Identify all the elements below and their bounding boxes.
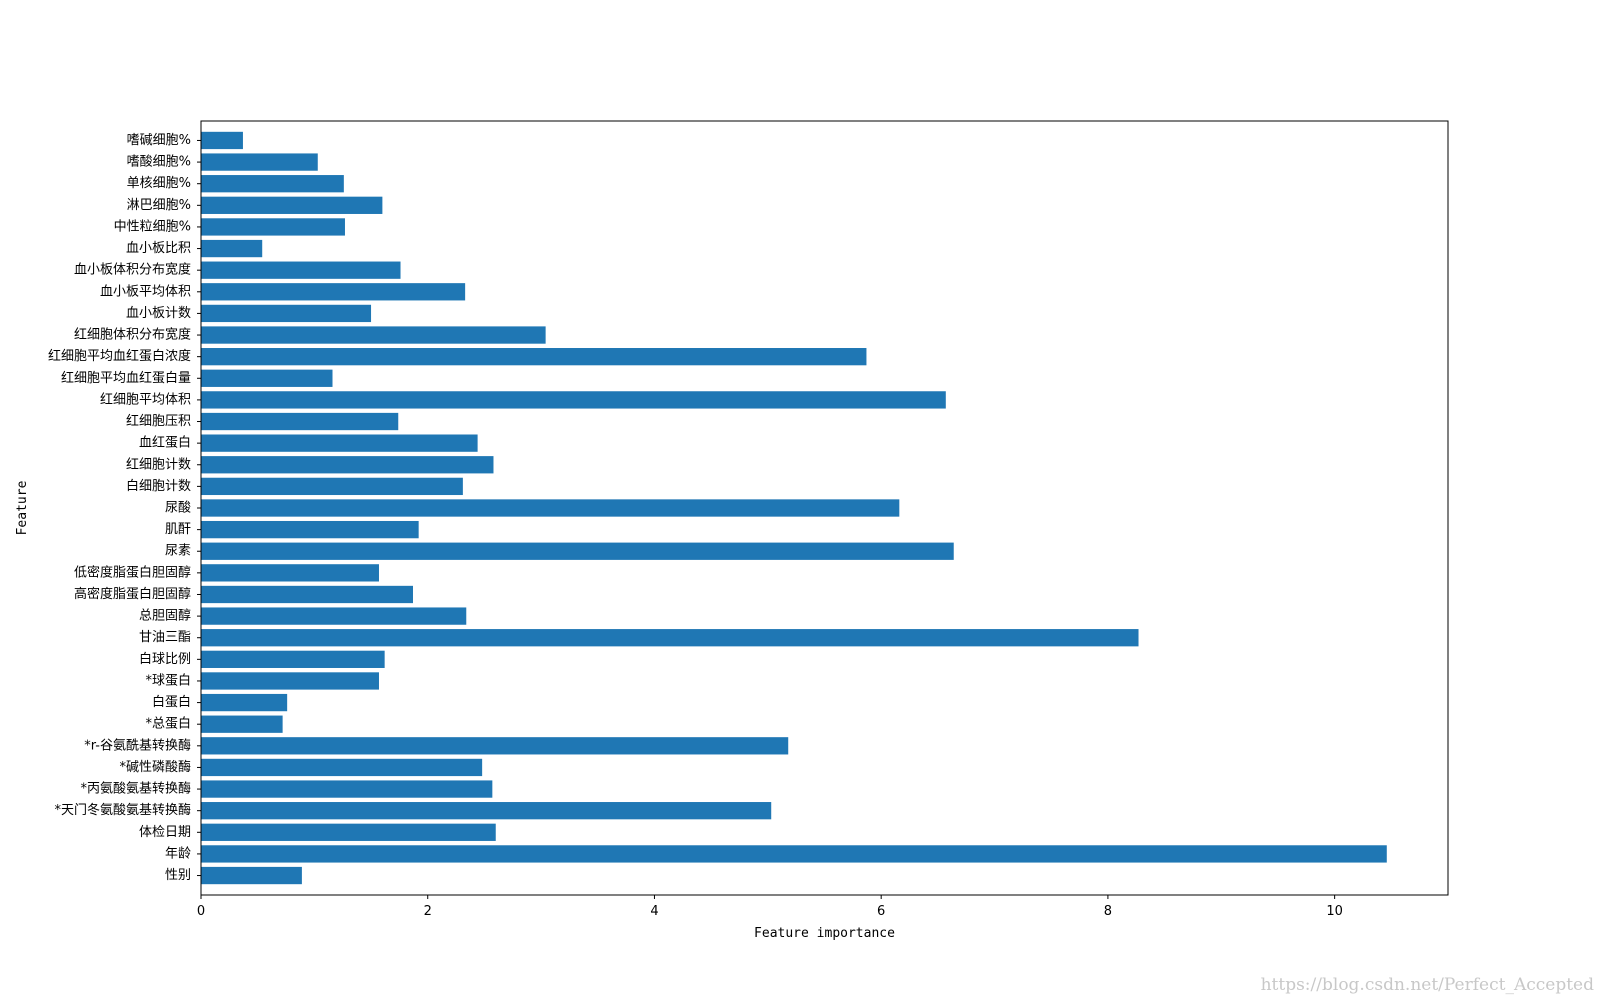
bar-4 xyxy=(201,780,493,798)
category-label-31: 淋巴细胞% xyxy=(127,198,191,213)
bar-23 xyxy=(201,369,333,387)
watermark-text: https://blog.csdn.net/Perfect_Accepted xyxy=(1261,975,1595,995)
bar-21 xyxy=(201,412,399,431)
bar-26 xyxy=(201,304,372,323)
category-label-4: *丙氨酸氨基转换酶 xyxy=(80,781,191,797)
x-tick-group: 0 2 4 6 8 10 xyxy=(197,895,1343,919)
x-tick-label-5: 10 xyxy=(1326,904,1343,919)
bar-2 xyxy=(201,823,496,841)
x-tick-label-4: 8 xyxy=(1104,904,1112,919)
bar-24 xyxy=(201,348,867,366)
bar-27 xyxy=(201,283,466,301)
category-label-12: 总胆固醇 xyxy=(139,608,191,624)
category-label-34: 嗜碱细胞% xyxy=(127,133,191,148)
category-label-2: 体检日期 xyxy=(139,825,191,840)
category-label-32: 单核细胞% xyxy=(127,176,191,191)
category-label-1: 年龄 xyxy=(165,846,191,861)
bar-28 xyxy=(201,261,401,279)
category-label-17: 尿酸 xyxy=(165,501,191,516)
bar-1 xyxy=(201,845,1387,863)
category-label-24: 红细胞平均血红蛋白浓度 xyxy=(48,348,191,364)
category-label-3: *天门冬氨酸氨基转换酶 xyxy=(54,802,191,818)
bar-10 xyxy=(201,650,385,668)
category-label-28: 血小板体积分布宽度 xyxy=(74,262,191,278)
bar-15 xyxy=(201,542,954,560)
category-label-29: 血小板比积 xyxy=(126,241,191,256)
category-label-11: 甘油三酯 xyxy=(139,630,191,645)
bar-29 xyxy=(201,239,263,258)
category-label-18: 白细胞计数 xyxy=(126,478,191,494)
x-tick-label-2: 4 xyxy=(650,904,658,919)
category-label-15: 尿素 xyxy=(165,544,191,559)
bar-20 xyxy=(201,434,478,452)
bar-19 xyxy=(201,456,494,474)
category-label-14: 低密度脂蛋白胆固醇 xyxy=(74,564,191,580)
category-label-0: 性别 xyxy=(165,868,191,883)
bar-7 xyxy=(201,715,283,733)
bar-30 xyxy=(201,218,345,236)
category-label-5: *碱性磷酸酶 xyxy=(119,759,191,775)
y-axis-title: Feature xyxy=(15,480,30,535)
category-label-9: *球蛋白 xyxy=(145,672,191,688)
bar-12 xyxy=(201,607,467,625)
category-label-10: 白球比例 xyxy=(139,651,191,667)
category-label-7: *总蛋白 xyxy=(145,716,191,732)
bar-22 xyxy=(201,391,946,409)
y-tick-group: 性别 年龄 体检日期 *天门冬氨酸氨基转换酶 *丙氨酸氨基转换酶 *碱性磷酸酶 *r-谷氨酰… xyxy=(48,133,201,883)
bar-13 xyxy=(201,585,413,604)
bar-6 xyxy=(201,737,789,755)
bar-5 xyxy=(201,758,483,777)
bar-32 xyxy=(201,175,344,193)
bar-0 xyxy=(201,866,302,885)
category-label-16: 肌酐 xyxy=(165,522,191,537)
bar-8 xyxy=(201,693,288,712)
category-label-33: 嗜酸细胞% xyxy=(127,155,191,170)
category-label-21: 红细胞压积 xyxy=(126,413,191,429)
x-tick-label-1: 2 xyxy=(424,904,432,919)
bar-31 xyxy=(201,196,383,214)
category-label-13: 高密度脂蛋白胆固醇 xyxy=(74,586,191,602)
bars-group xyxy=(201,131,1387,885)
category-label-8: 白蛋白 xyxy=(152,694,191,710)
x-tick-label-3: 6 xyxy=(877,904,885,919)
category-label-27: 血小板平均体积 xyxy=(100,284,191,299)
bar-14 xyxy=(201,564,379,582)
x-axis-title: Feature importance xyxy=(754,926,895,941)
bar-9 xyxy=(201,672,379,690)
category-label-6: *r-谷氨酰基转换酶 xyxy=(84,737,191,753)
plot-frame xyxy=(200,120,1449,896)
bar-33 xyxy=(201,153,318,171)
bar-3 xyxy=(201,802,772,820)
category-label-30: 中性粒细胞% xyxy=(114,219,191,234)
category-label-25: 红细胞体积分布宽度 xyxy=(74,327,191,343)
x-tick-label-0: 0 xyxy=(197,904,205,919)
category-label-26: 血小板计数 xyxy=(126,306,191,321)
bar-18 xyxy=(201,477,463,496)
category-label-20: 血红蛋白 xyxy=(139,435,191,451)
category-label-19: 红细胞计数 xyxy=(126,456,191,472)
category-label-23: 红细胞平均血红蛋白量 xyxy=(61,370,191,386)
bar-16 xyxy=(201,520,419,539)
bar-34 xyxy=(201,131,243,150)
bar-25 xyxy=(201,326,546,344)
category-label-22: 红细胞平均体积 xyxy=(100,391,191,407)
bar-11 xyxy=(201,629,1139,647)
bar-17 xyxy=(201,499,900,517)
